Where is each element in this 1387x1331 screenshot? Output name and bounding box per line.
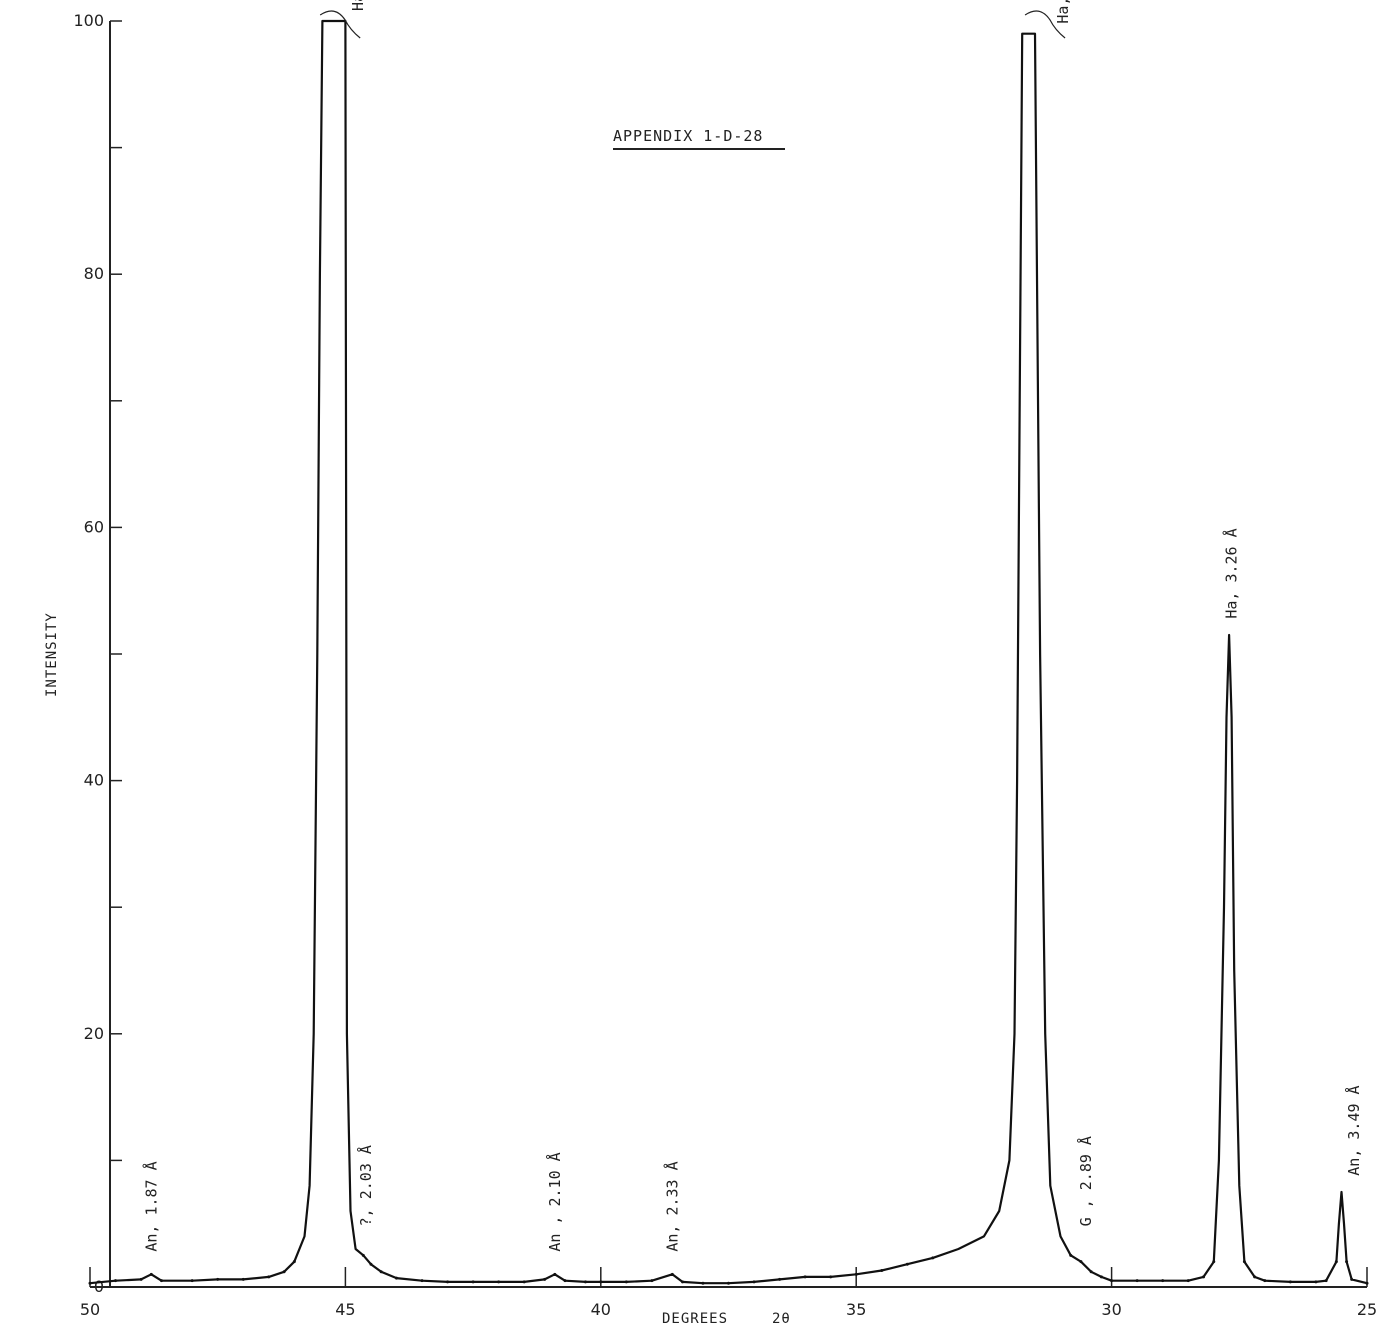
data-point	[1161, 1279, 1165, 1283]
peak-label: G , 2.89 Å	[1076, 1136, 1095, 1226]
series-line	[89, 19, 1368, 1285]
peak-label: Ha, 1.99 Å	[348, 0, 367, 11]
x-axis-symbol: 2θ	[772, 1311, 791, 1327]
data-point	[599, 1280, 603, 1284]
data-point	[190, 1279, 194, 1283]
data-point	[160, 1279, 164, 1283]
axes: 0 20 40 60 80 100 50 45 40 35 30 25	[73, 11, 1377, 1319]
data-point	[114, 1279, 118, 1283]
data-point	[1099, 1275, 1103, 1279]
y-tick-label: 60	[84, 517, 104, 536]
series-layer	[88, 19, 1369, 1285]
data-point	[1334, 1260, 1338, 1264]
data-point	[880, 1269, 884, 1273]
data-point	[282, 1270, 286, 1274]
label-arrow	[319, 10, 361, 39]
data-point	[446, 1280, 450, 1284]
data-point	[1350, 1277, 1354, 1281]
data-point	[1288, 1280, 1292, 1284]
data-point	[803, 1275, 807, 1279]
data-point	[471, 1280, 475, 1284]
data-point	[522, 1280, 526, 1284]
data-point	[361, 1253, 365, 1257]
peak-label: Ha, 2.81 Å	[1053, 0, 1072, 24]
peak-label: Ha, 3.26 Å	[1222, 528, 1241, 618]
peak-label: ?, 2.03 Å	[356, 1145, 375, 1226]
data-point	[1253, 1275, 1257, 1279]
x-tick-label: 25	[1357, 1300, 1377, 1319]
data-point	[931, 1256, 935, 1260]
data-point	[1314, 1280, 1318, 1284]
data-point	[681, 1280, 685, 1284]
data-point	[1212, 1260, 1216, 1264]
data-point	[701, 1281, 705, 1285]
data-point	[727, 1281, 730, 1285]
data-point	[905, 1262, 909, 1266]
peak-label: An, 3.49 Å	[1344, 1085, 1363, 1175]
peak-label: An , 2.10 Å	[545, 1152, 564, 1251]
data-point	[1186, 1279, 1190, 1283]
data-point	[1135, 1279, 1139, 1283]
data-point	[1365, 1281, 1369, 1285]
x-axis-title: DEGREES	[662, 1311, 728, 1327]
data-point	[583, 1280, 587, 1284]
data-point	[778, 1277, 782, 1281]
data-point	[88, 1281, 92, 1285]
data-point	[1202, 1275, 1206, 1279]
data-point	[1324, 1279, 1328, 1283]
x-tick-label: 35	[846, 1300, 866, 1319]
chart-title: APPENDIX 1-D-28	[613, 127, 763, 145]
data-point	[1345, 1260, 1349, 1264]
x-tick-label: 50	[80, 1300, 100, 1319]
y-tick-label: 80	[84, 264, 104, 283]
data-point	[1089, 1270, 1093, 1274]
data-point	[543, 1277, 547, 1281]
x-tick-label: 30	[1101, 1300, 1121, 1319]
y-tick-label: 40	[84, 771, 104, 790]
data-point	[854, 1272, 858, 1276]
data-point	[292, 1260, 296, 1264]
peak-label: An, 2.33 Å	[662, 1161, 681, 1251]
x-tick-label: 40	[591, 1300, 611, 1319]
data-point	[752, 1280, 756, 1284]
labels-layer: Ha, 1.99 Å Ha, 2.81 Å Ha, 3.26 Å An, 3.49 Å…	[141, 0, 1363, 1252]
data-point	[1242, 1260, 1246, 1264]
data-point	[267, 1275, 271, 1279]
data-point	[420, 1279, 424, 1283]
data-point	[650, 1279, 654, 1283]
y-tick-label: 0	[94, 1277, 104, 1296]
y-tick-label: 100	[73, 11, 104, 30]
data-point	[394, 1276, 398, 1280]
data-point	[216, 1277, 220, 1281]
y-tick-label: 20	[84, 1024, 104, 1043]
data-point	[624, 1280, 628, 1284]
x-tick-label: 45	[335, 1300, 355, 1319]
data-point	[1110, 1279, 1114, 1283]
y-axis-title: INTENSITY	[44, 612, 60, 697]
data-point	[553, 1272, 557, 1276]
data-point	[369, 1262, 373, 1266]
peak-label: An, 1.87 Å	[141, 1161, 160, 1251]
data-point	[563, 1279, 567, 1283]
data-point	[829, 1275, 833, 1279]
data-point	[241, 1277, 245, 1281]
data-point	[1263, 1279, 1267, 1283]
data-point	[1079, 1260, 1083, 1264]
data-point	[1069, 1253, 1073, 1257]
data-point	[379, 1270, 383, 1274]
label-arrow	[1024, 10, 1066, 39]
data-point	[497, 1280, 501, 1284]
data-point	[670, 1272, 674, 1276]
data-point	[149, 1272, 153, 1276]
data-point	[139, 1277, 143, 1281]
